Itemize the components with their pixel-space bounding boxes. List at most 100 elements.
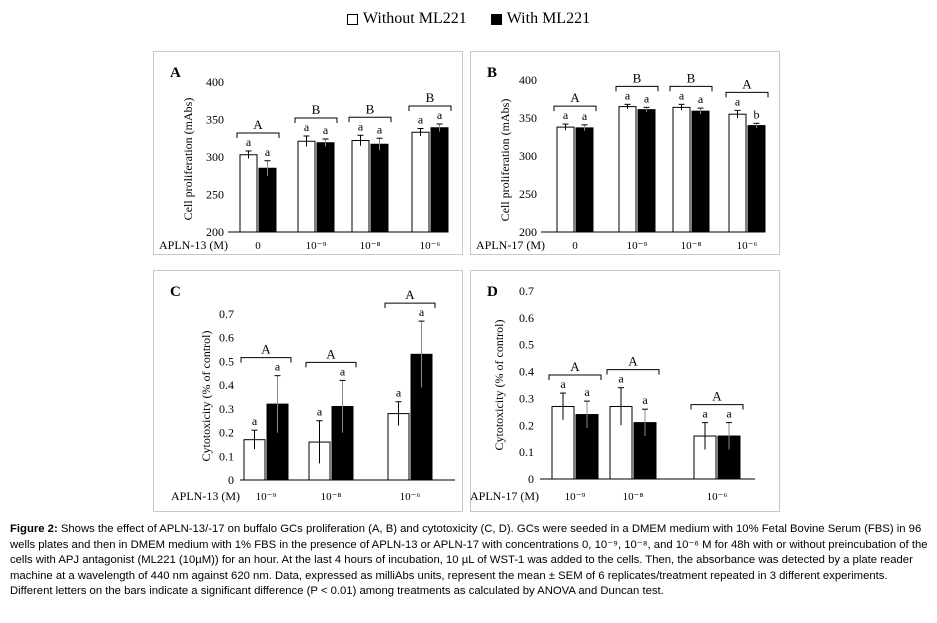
legend-item-without: Without ML221: [346, 10, 467, 28]
bar-with: [575, 127, 594, 233]
significance-letter: a: [618, 372, 624, 386]
y-tick-label: 0: [228, 473, 234, 487]
y-tick-label: 0.2: [519, 418, 534, 432]
x-axis-label-a: APLN-13 (M): [159, 238, 228, 252]
panel-d: D 0.7 0.6 0.5 0.4 0.3 0.2 0.1 0 Cytotoxicity (% o…: [470, 270, 780, 512]
y-tick-label: 250: [206, 188, 224, 202]
x-tick-label: 10⁻⁹: [565, 491, 586, 503]
legend: Without ML221 With ML221: [0, 10, 937, 30]
x-tick-label: 10⁻⁶: [400, 491, 421, 503]
bar-without: [672, 106, 691, 233]
group-letter: B: [633, 70, 642, 85]
significance-letter: a: [582, 109, 588, 123]
x-tick-label: 10⁻⁶: [737, 240, 758, 252]
x-tick-label: 10⁻⁸: [623, 491, 644, 503]
legend-label-with: With ML221: [506, 10, 591, 27]
y-tick-label: 0.5: [219, 354, 234, 368]
group-letter: A: [570, 359, 580, 374]
group-bracket: [348, 116, 392, 123]
y-tick-label: 200: [206, 225, 224, 239]
y-tick-label: 0.5: [519, 338, 534, 352]
group-bracket: [384, 302, 436, 309]
group-bracket: [606, 369, 660, 375]
group-letter: A: [712, 389, 722, 404]
group-letter: B: [366, 101, 375, 116]
y-tick-label: 350: [206, 113, 224, 127]
group-bracket: [615, 85, 659, 92]
significance-letter: a: [317, 405, 323, 419]
group-bracket: [553, 105, 597, 112]
group-bracket: [236, 132, 280, 138]
y-tick-label: 350: [519, 111, 537, 125]
group-bracket: [305, 361, 357, 368]
group-bracket: [548, 374, 602, 381]
group-bracket: [690, 404, 744, 410]
panel-label-a: A: [170, 65, 181, 81]
significance-letter: a: [304, 120, 310, 134]
bar-with: [258, 167, 277, 233]
chart-c: C 0.7 0.6 0.5 0.4 0.3 0.2 0.1 0 Cytotoxicity (% o…: [170, 284, 455, 503]
significance-letter: a: [560, 377, 566, 391]
significance-letter: a: [419, 305, 425, 319]
panel-label-c: C: [170, 284, 181, 300]
significance-letter: a: [265, 145, 271, 159]
x-tick-label: 10⁻⁶: [420, 240, 441, 252]
y-tick-label: 0.4: [219, 378, 234, 392]
group-bracket: [240, 357, 292, 363]
y-tick-label: 0.1: [519, 445, 534, 459]
y-axis-label-d: Cytotoxicity (% of control): [492, 320, 506, 451]
significance-letter: a: [437, 108, 443, 122]
significance-letter: b: [754, 107, 760, 121]
significance-letter: a: [377, 122, 383, 136]
bar-with: [316, 142, 335, 233]
y-axis-label-c: Cytotoxicity (% of control): [199, 331, 213, 462]
panel-a: A 400 350 300 250 200 Cell proliferation (mAbs…: [153, 51, 463, 255]
y-tick-label: 0.1: [219, 449, 234, 463]
significance-letter: a: [563, 108, 569, 122]
panel-c: C 0.7 0.6 0.5 0.4 0.3 0.2 0.1 0 Cytotoxicity (% o…: [153, 270, 463, 512]
significance-letter: a: [418, 113, 424, 127]
chart-b: B 400 350 300 250 200 Cell proliferation (mAbs…: [476, 65, 769, 252]
group-bracket: [669, 85, 713, 92]
group-bracket: [294, 117, 338, 123]
x-tick-label: 0: [572, 240, 578, 252]
group-letter: A: [628, 354, 638, 369]
significance-letter: a: [642, 393, 648, 407]
group-letter: A: [326, 346, 336, 361]
bar-with: [747, 125, 766, 233]
panel-label-d: D: [487, 284, 498, 300]
group-letter: B: [687, 70, 696, 85]
x-tick-label: 10⁻⁸: [321, 491, 342, 503]
x-tick-label: 10⁻⁸: [360, 240, 381, 252]
y-tick-label: 0.6: [219, 331, 234, 345]
significance-letter: a: [726, 407, 732, 421]
group-letter: A: [253, 117, 263, 132]
x-tick-label: 0: [255, 240, 261, 252]
significance-letter: a: [246, 135, 252, 149]
x-tick-label: 10⁻⁹: [256, 491, 277, 503]
significance-letter: a: [644, 91, 650, 105]
legend-label-without: Without ML221: [362, 10, 467, 27]
chart-a: A 400 350 300 250 200 Cell proliferation (mAbs…: [159, 65, 452, 252]
group-bracket: [725, 91, 769, 98]
significance-letter: a: [396, 386, 402, 400]
bar-with: [637, 109, 656, 233]
y-axis-label-b: Cell proliferation (mAbs): [498, 99, 512, 222]
y-axis-label-a: Cell proliferation (mAbs): [181, 98, 195, 221]
legend-swatch-without: [346, 13, 358, 25]
group-letter: A: [405, 287, 415, 302]
y-tick-label: 0.2: [219, 426, 234, 440]
y-tick-label: 400: [519, 73, 537, 87]
significance-letter: a: [625, 88, 631, 102]
bar-without: [351, 140, 370, 233]
significance-letter: a: [584, 385, 590, 399]
bar-without: [728, 113, 747, 233]
figure-caption: Figure 2: Shows the effect of APLN-13/-1…: [10, 522, 928, 600]
x-tick-label: 10⁻⁶: [707, 491, 728, 503]
y-tick-label: 250: [519, 187, 537, 201]
y-tick-label: 300: [519, 149, 537, 163]
y-tick-label: 0.7: [219, 307, 234, 321]
x-tick-label: 10⁻⁹: [627, 240, 648, 252]
y-tick-label: 0.7: [519, 284, 534, 298]
group-letter: A: [261, 342, 271, 357]
